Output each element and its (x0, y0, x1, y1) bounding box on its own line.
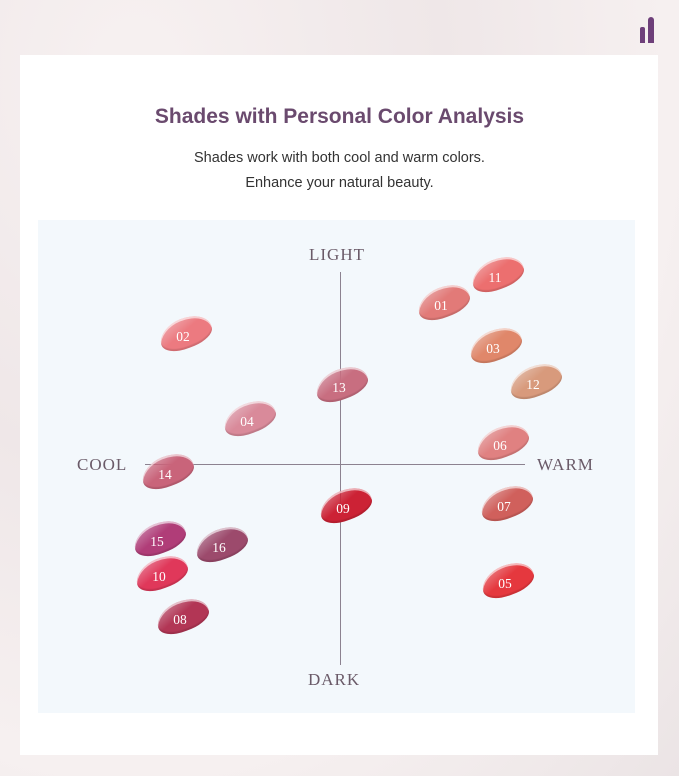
shade-number: 01 (434, 298, 448, 313)
shade-number: 06 (493, 438, 507, 453)
page-title: Shades with Personal Color Analysis (154, 105, 525, 128)
shade-number: 11 (488, 270, 502, 285)
vertical-axis (340, 272, 341, 665)
brand-logo (640, 17, 660, 43)
horizontal-axis (145, 464, 525, 465)
axis-label-warm: WARM (537, 455, 594, 474)
shade-number: 13 (332, 380, 346, 395)
axis-label-light: LIGHT (309, 245, 365, 264)
shade-number: 02 (176, 329, 190, 344)
shade-number: 15 (150, 534, 164, 549)
shade-number: 14 (158, 467, 172, 482)
axis-label-dark: DARK (308, 670, 361, 689)
subtitle-line-2: Enhance your natural beauty. (245, 175, 434, 191)
axis-label-cool: COOL (77, 455, 128, 474)
shade-number: 07 (497, 499, 511, 514)
shade-number: 08 (173, 612, 187, 627)
shade-number: 10 (152, 569, 166, 584)
shade-number: 03 (486, 341, 500, 356)
shade-number: 04 (240, 414, 254, 429)
shade-number: 16 (212, 540, 226, 555)
shade-number: 09 (336, 501, 350, 516)
subtitle-line-1: Shades work with both cool and warm colo… (194, 150, 485, 166)
shade-number: 12 (526, 377, 540, 392)
shade-number: 05 (498, 576, 512, 591)
shade-diagram (38, 220, 635, 713)
